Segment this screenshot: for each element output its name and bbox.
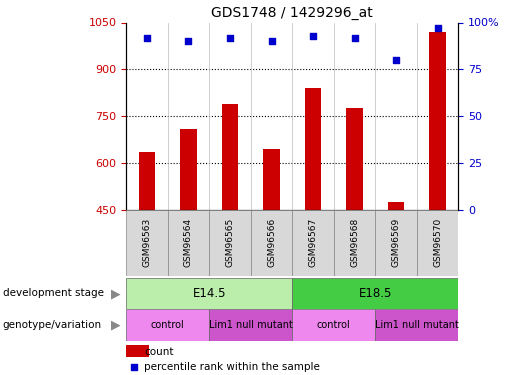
Point bbox=[184, 38, 193, 44]
Bar bbox=[126, 278, 293, 309]
Point bbox=[130, 363, 139, 369]
Bar bbox=[417, 210, 458, 276]
Text: GSM96563: GSM96563 bbox=[143, 218, 151, 267]
Text: E14.5: E14.5 bbox=[193, 287, 226, 300]
Point bbox=[267, 38, 276, 44]
Bar bbox=[209, 309, 293, 341]
Text: Lim1 null mutant: Lim1 null mutant bbox=[209, 320, 293, 330]
Bar bbox=[139, 152, 155, 210]
Bar bbox=[263, 149, 280, 210]
Bar bbox=[430, 32, 446, 210]
Text: GSM96564: GSM96564 bbox=[184, 218, 193, 267]
Text: GSM96570: GSM96570 bbox=[433, 218, 442, 267]
Text: ▶: ▶ bbox=[111, 319, 121, 332]
Bar bbox=[180, 129, 197, 210]
Text: ▶: ▶ bbox=[111, 287, 121, 300]
Point bbox=[434, 25, 442, 31]
Text: GSM96569: GSM96569 bbox=[391, 218, 401, 267]
Title: GDS1748 / 1429296_at: GDS1748 / 1429296_at bbox=[211, 6, 373, 20]
Text: GSM96567: GSM96567 bbox=[308, 218, 318, 267]
Point bbox=[392, 57, 400, 63]
Bar bbox=[293, 210, 334, 276]
Text: genotype/variation: genotype/variation bbox=[3, 320, 101, 330]
Bar bbox=[209, 210, 251, 276]
Bar bbox=[251, 210, 293, 276]
Text: E18.5: E18.5 bbox=[358, 287, 392, 300]
Bar bbox=[334, 210, 375, 276]
Text: Lim1 null mutant: Lim1 null mutant bbox=[375, 320, 459, 330]
Point bbox=[143, 34, 151, 40]
Text: GSM96568: GSM96568 bbox=[350, 218, 359, 267]
Bar bbox=[221, 104, 238, 210]
Bar bbox=[293, 309, 375, 341]
Bar bbox=[126, 309, 209, 341]
Text: count: count bbox=[144, 346, 174, 357]
Text: control: control bbox=[317, 320, 351, 330]
Text: GSM96565: GSM96565 bbox=[226, 218, 234, 267]
Bar bbox=[346, 108, 363, 210]
Text: GSM96566: GSM96566 bbox=[267, 218, 276, 267]
Bar bbox=[126, 210, 168, 276]
Bar bbox=[375, 309, 458, 341]
Bar bbox=[305, 88, 321, 210]
Bar bbox=[388, 202, 404, 210]
Point bbox=[226, 34, 234, 40]
Text: development stage: development stage bbox=[3, 288, 104, 298]
Point bbox=[309, 33, 317, 39]
Bar bbox=[375, 210, 417, 276]
Bar bbox=[168, 210, 209, 276]
Text: percentile rank within the sample: percentile rank within the sample bbox=[144, 362, 320, 372]
Text: control: control bbox=[151, 320, 184, 330]
Bar bbox=[293, 278, 458, 309]
Point bbox=[350, 34, 358, 40]
Bar bbox=[126, 345, 149, 357]
